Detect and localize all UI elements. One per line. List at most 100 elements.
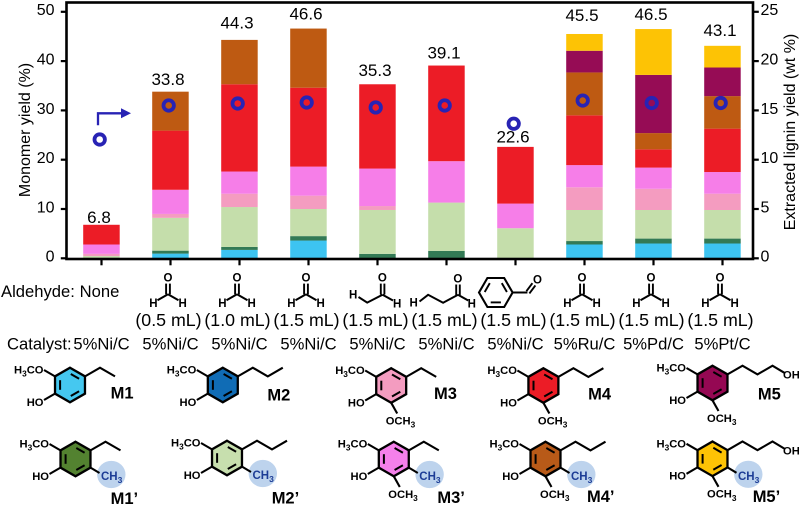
svg-text:HO: HO: [669, 395, 686, 407]
svg-text:(1.5 mL): (1.5 mL): [480, 310, 546, 330]
svg-text:HO: HO: [500, 397, 517, 409]
svg-text:H: H: [218, 298, 226, 310]
svg-text:Catalyst:: Catalyst:: [7, 335, 72, 354]
svg-text:OH: OH: [783, 370, 799, 382]
svg-text:45.5: 45.5: [565, 6, 598, 25]
svg-text:(0.5 mL): (0.5 mL): [135, 310, 201, 330]
svg-text:O: O: [578, 273, 587, 285]
svg-text:(1.5 mL): (1.5 mL): [687, 310, 753, 330]
svg-text:HO: HO: [351, 471, 368, 483]
svg-text:40: 40: [37, 52, 55, 69]
svg-text:5%Ni/C: 5%Ni/C: [142, 335, 198, 354]
svg-text:5%Ru/C: 5%Ru/C: [554, 335, 616, 354]
svg-text:O: O: [716, 273, 725, 285]
svg-text:M2: M2: [267, 387, 290, 405]
svg-text:H: H: [410, 298, 418, 310]
svg-text:46.6: 46.6: [289, 4, 322, 23]
svg-text:HO: HO: [184, 470, 201, 482]
svg-text:H3CO: H3CO: [657, 438, 687, 452]
svg-text:H3CO: H3CO: [14, 365, 44, 379]
svg-text:5%Ni/C: 5%Ni/C: [349, 335, 405, 354]
svg-text:H: H: [468, 298, 476, 310]
svg-text:M4: M4: [588, 386, 612, 404]
svg-text:H: H: [592, 298, 600, 310]
svg-text:O: O: [233, 273, 242, 285]
svg-text:Aldehyde:: Aldehyde:: [1, 282, 75, 301]
svg-text:0: 0: [761, 249, 770, 266]
svg-text:H3CO: H3CO: [490, 439, 520, 453]
svg-text:OCH3: OCH3: [707, 489, 737, 503]
svg-text:20: 20: [37, 150, 55, 167]
svg-text:H: H: [349, 289, 357, 301]
svg-text:M1’: M1’: [111, 490, 139, 505]
svg-text:OH: OH: [783, 446, 799, 458]
svg-text:H3CO: H3CO: [167, 365, 197, 379]
svg-text:None: None: [80, 282, 120, 301]
svg-text:H3CO: H3CO: [20, 439, 50, 453]
svg-text:39.1: 39.1: [427, 43, 460, 62]
svg-text:O: O: [378, 273, 387, 285]
svg-text:O: O: [647, 273, 656, 285]
svg-text:M5: M5: [758, 385, 781, 403]
svg-text:O: O: [302, 273, 311, 285]
svg-text:CH3: CH3: [571, 471, 593, 485]
svg-text:M3’: M3’: [437, 489, 465, 505]
svg-text:35.3: 35.3: [358, 61, 391, 80]
svg-text:OCH3: OCH3: [386, 415, 416, 429]
svg-text:Monomer yield (%): Monomer yield (%): [17, 63, 34, 197]
svg-text:O: O: [533, 275, 542, 287]
svg-text:H: H: [730, 298, 738, 310]
svg-text:HO: HO: [32, 471, 49, 483]
svg-text:H: H: [701, 298, 709, 310]
svg-text:OCH3: OCH3: [538, 415, 568, 429]
svg-text:6.8: 6.8: [87, 208, 111, 227]
svg-text:HO: HO: [502, 471, 519, 483]
svg-text:H3CO: H3CO: [338, 439, 368, 453]
svg-text:HO: HO: [180, 397, 197, 409]
svg-text:10: 10: [761, 150, 779, 167]
svg-text:(1.5 mL): (1.5 mL): [411, 310, 477, 330]
svg-text:CH3: CH3: [253, 470, 275, 484]
svg-text:10: 10: [37, 199, 55, 216]
svg-text:25: 25: [761, 2, 779, 19]
svg-text:20: 20: [761, 52, 779, 69]
svg-text:M5’: M5’: [753, 488, 781, 505]
svg-text:22.6: 22.6: [496, 127, 529, 146]
svg-text:33.8: 33.8: [151, 70, 184, 89]
svg-text:H: H: [632, 298, 640, 310]
svg-text:43.1: 43.1: [703, 21, 736, 40]
svg-text:CH3: CH3: [419, 471, 441, 485]
svg-text:M1: M1: [111, 385, 134, 403]
svg-text:H: H: [287, 298, 295, 310]
svg-text:OCH3: OCH3: [707, 413, 737, 427]
svg-text:5%Pd/C: 5%Pd/C: [623, 335, 684, 354]
svg-text:(1.5 mL): (1.5 mL): [549, 310, 615, 330]
svg-text:5: 5: [761, 199, 770, 216]
svg-text:H3CO: H3CO: [335, 365, 365, 379]
svg-text:M3: M3: [434, 385, 457, 403]
svg-text:H: H: [661, 298, 669, 310]
svg-text:H: H: [316, 298, 324, 310]
svg-text:5%Ni/C: 5%Ni/C: [73, 335, 129, 354]
svg-text:(1.5 mL): (1.5 mL): [273, 310, 339, 330]
svg-text:CH3: CH3: [101, 471, 123, 485]
svg-text:CH3: CH3: [738, 471, 760, 485]
svg-text:50: 50: [37, 2, 55, 19]
svg-text:5%Ni/C: 5%Ni/C: [418, 335, 474, 354]
svg-text:0: 0: [46, 249, 55, 266]
svg-text:O: O: [164, 273, 173, 285]
svg-text:(1.5 mL): (1.5 mL): [618, 310, 684, 330]
svg-text:46.5: 46.5: [634, 5, 667, 24]
svg-text:30: 30: [37, 101, 55, 118]
svg-text:H3CO: H3CO: [657, 363, 687, 377]
svg-text:O: O: [453, 273, 462, 285]
svg-text:H3CO: H3CO: [171, 438, 201, 452]
svg-text:15: 15: [761, 101, 779, 118]
svg-text:H: H: [178, 298, 186, 310]
svg-text:H: H: [563, 298, 571, 310]
svg-text:5%Ni/C: 5%Ni/C: [211, 335, 267, 354]
svg-text:HO: HO: [669, 471, 686, 483]
svg-text:H: H: [149, 298, 157, 310]
svg-text:Extracted lignin yield (wt %): Extracted lignin yield (wt %): [782, 34, 799, 231]
svg-text:HO: HO: [27, 397, 44, 409]
